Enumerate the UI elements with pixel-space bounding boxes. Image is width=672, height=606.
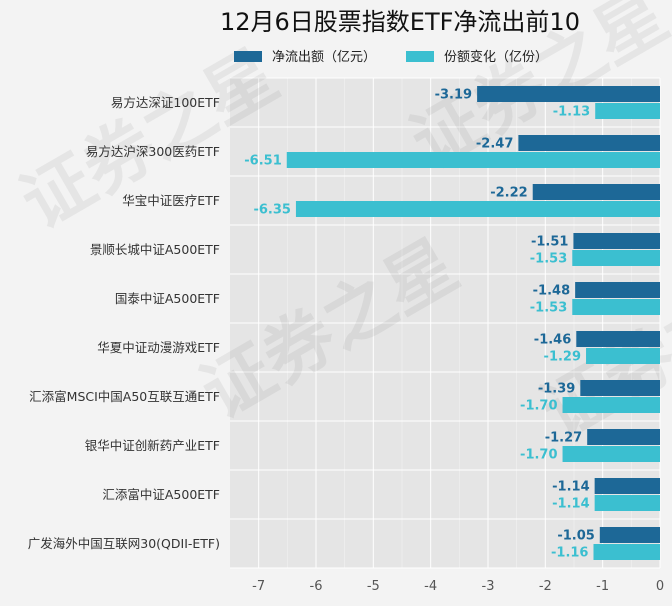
value-label: -6.51 xyxy=(244,154,281,169)
value-label: -1.46 xyxy=(534,333,571,348)
x-tick-label: -5 xyxy=(367,579,380,594)
value-label: -1.14 xyxy=(552,480,589,495)
bars xyxy=(286,86,660,560)
category-label: 华宝中证医疗ETF xyxy=(122,193,220,208)
bar-share-change xyxy=(586,348,660,364)
value-label: -1.39 xyxy=(538,382,575,397)
category-labels: 易方达深证100ETF 易方达沪深300医药ETF 华宝中证医疗ETF 景顺长城中证A… xyxy=(28,95,220,551)
value-label: -1.27 xyxy=(545,431,582,446)
bar-net-outflow xyxy=(477,86,660,102)
bar-net-outflow xyxy=(576,331,660,347)
category-label: 景顺长城中证A500ETF xyxy=(90,242,220,257)
bar-net-outflow xyxy=(518,135,660,151)
x-tick-label: -1 xyxy=(596,579,609,594)
value-label: -1.13 xyxy=(553,105,590,120)
value-label: -3.19 xyxy=(435,88,472,103)
value-label: -2.22 xyxy=(490,186,527,201)
bar-share-change xyxy=(562,446,660,462)
bar-share-change xyxy=(594,495,660,511)
category-label: 华夏中证动漫游戏ETF xyxy=(97,340,220,355)
value-label: -1.29 xyxy=(544,350,581,365)
category-label: 汇添富中证A500ETF xyxy=(102,487,220,502)
value-label: -1.05 xyxy=(557,529,594,544)
value-label: -1.53 xyxy=(530,252,567,267)
legend: 净流出额（亿元） 份额变化（亿份） xyxy=(234,49,548,65)
category-label: 易方达沪深300医药ETF xyxy=(86,144,220,159)
category-label: 银华中证创新药产业ETF xyxy=(85,438,220,453)
value-label: -1.70 xyxy=(520,448,557,463)
value-label: -1.48 xyxy=(533,284,570,299)
value-label: -1.70 xyxy=(520,399,557,414)
legend-label: 净流出额（亿元） xyxy=(272,50,376,65)
x-tick-label: -2 xyxy=(539,579,552,594)
bar-share-change xyxy=(286,152,660,168)
legend-swatch xyxy=(406,51,434,62)
x-tick-label: -7 xyxy=(252,579,265,594)
bar-share-change xyxy=(562,397,660,413)
bar-share-change xyxy=(295,201,660,217)
chart-title: 12月6日股票指数ETF净流出前10 xyxy=(220,8,580,36)
bar-net-outflow xyxy=(532,184,660,200)
legend-swatch xyxy=(234,51,262,62)
bar-share-change xyxy=(572,250,660,266)
bar-net-outflow xyxy=(599,527,660,543)
value-label: -1.51 xyxy=(531,235,568,250)
bar-share-change xyxy=(572,299,660,315)
value-label: -1.14 xyxy=(552,497,589,512)
bar-net-outflow xyxy=(580,380,660,396)
value-label: -1.53 xyxy=(530,301,567,316)
x-tick-label: -6 xyxy=(310,579,323,594)
x-tick-label: -3 xyxy=(482,579,495,594)
bar-net-outflow xyxy=(573,233,660,249)
value-label: -6.35 xyxy=(253,203,290,218)
x-tick-label: 0 xyxy=(656,579,664,594)
bar-net-outflow xyxy=(575,282,660,298)
category-label: 广发海外中国互联网30(QDII-ETF) xyxy=(28,536,220,551)
category-label: 汇添富MSCI中国A50互联互通ETF xyxy=(29,389,220,404)
category-label: 国泰中证A500ETF xyxy=(115,291,220,306)
x-tick-label: -4 xyxy=(424,579,437,594)
value-label: -1.16 xyxy=(551,546,588,561)
bar-share-change xyxy=(593,544,660,560)
value-label: -2.47 xyxy=(476,137,513,152)
x-axis-ticks: -7 -6 -5 -4 -3 -2 -1 0 xyxy=(252,579,664,594)
legend-label: 份额变化（亿份） xyxy=(444,49,548,65)
bar-share-change xyxy=(595,103,660,119)
bar-net-outflow xyxy=(594,478,660,494)
bar-net-outflow xyxy=(587,429,660,445)
value-labels: -3.19 -1.13 -2.47 -6.51 -2.22 -6.35 -1.51 -1.53… xyxy=(244,88,595,561)
category-label: 易方达深证100ETF xyxy=(111,95,220,110)
